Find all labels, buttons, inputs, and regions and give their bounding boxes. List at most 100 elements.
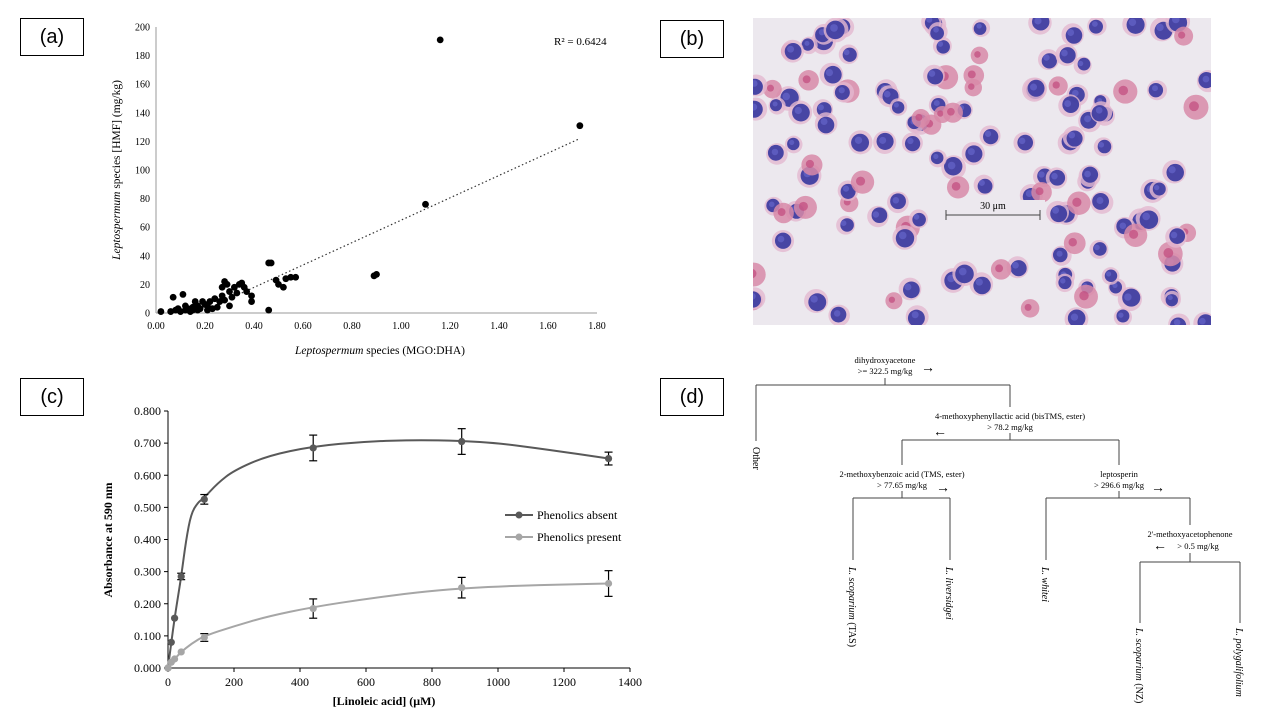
nucleus-highlight: [978, 179, 985, 186]
x-tick-label: 800: [423, 675, 441, 689]
leaf-l-liversidgei: L. liversidgei: [943, 566, 954, 620]
nucleus-highlight: [1119, 222, 1127, 229]
cell-nucleus: [1010, 260, 1027, 277]
cell-nucleus: [891, 101, 905, 114]
x-tick-label: 0.40: [245, 321, 263, 332]
arrow-left-icon: ←: [1153, 539, 1167, 554]
nucleus-highlight: [1170, 231, 1178, 239]
nucleus-highlight: [1078, 60, 1084, 67]
nucleus-highlight: [804, 40, 810, 46]
cell-granules: [967, 70, 976, 79]
cell-nucleus: [1041, 53, 1057, 69]
nucleus-highlight: [753, 103, 758, 111]
data-point: [422, 200, 429, 208]
y-tick-label: 0: [145, 309, 150, 320]
y-tick-label: 0.000: [134, 661, 161, 675]
nucleus-highlight: [1202, 75, 1210, 83]
nucleus-highlight: [1064, 100, 1072, 108]
data-point: [196, 305, 204, 313]
cell-granules: [802, 75, 811, 84]
scale-bar-background: [941, 200, 1045, 244]
cell-granules: [951, 182, 961, 191]
leaf-l-polygalifolium: L. polygalifolium: [1233, 627, 1244, 697]
data-point: [233, 289, 241, 297]
nucleus-highlight: [1030, 83, 1038, 91]
legend-item-phenolics-absent: Phenolics absent: [505, 508, 618, 522]
data-point: [231, 283, 238, 291]
data-point: [189, 306, 197, 314]
cell-granules: [995, 264, 1004, 273]
nucleus-highlight: [1025, 189, 1033, 197]
nucleus-highlight: [772, 101, 778, 107]
data-point: [221, 296, 229, 304]
series-phenolics-absent: [164, 428, 613, 672]
nucleus-highlight: [1168, 166, 1176, 174]
nucleus-highlight: [1124, 293, 1132, 301]
node5-feature: 2'-methoxyacetophenone: [1147, 529, 1232, 539]
x-tick-label: 1200: [552, 675, 576, 689]
nucleus-highlight: [789, 139, 795, 146]
arrow-right-icon: →: [936, 481, 950, 496]
data-point: [243, 288, 251, 295]
data-point: [226, 302, 233, 310]
cell-granules: [1068, 238, 1077, 247]
nucleus-highlight: [838, 87, 845, 94]
nucleus-highlight: [1018, 137, 1026, 145]
cell-granules: [1178, 31, 1186, 39]
nucleus-highlight: [933, 100, 940, 107]
x-tick-label: 1400: [618, 675, 642, 689]
y-tick-label: 0.100: [134, 629, 161, 643]
eosinophil-cell: [753, 262, 766, 287]
cell-granules: [915, 113, 923, 121]
data-point: [267, 259, 275, 267]
nucleus-highlight: [984, 130, 992, 137]
cell-granules: [1189, 101, 1199, 112]
x-tick-label: 200: [225, 675, 243, 689]
y-tick-label: 180: [135, 51, 150, 62]
data-point: [200, 495, 208, 503]
tree-edges: [755, 378, 1241, 623]
nucleus-highlight: [769, 201, 775, 208]
nucleus-highlight: [820, 118, 828, 125]
nucleus-highlight: [1167, 295, 1173, 301]
cell-granules: [1035, 187, 1044, 196]
x-tick-label: 1.60: [539, 321, 557, 332]
x-tick-label: 1000: [486, 675, 510, 689]
nucleus-highlight: [911, 311, 919, 319]
nucleus-highlight: [937, 41, 944, 47]
nucleus-highlight: [928, 70, 936, 77]
nucleus-highlight: [818, 29, 826, 36]
nucleus-highlight: [1152, 85, 1158, 92]
cell-granules: [798, 201, 808, 211]
x-tick-label: 1.00: [392, 321, 410, 332]
cell-nucleus: [1050, 205, 1068, 223]
y-tick-label: 0.600: [134, 468, 161, 482]
nucleus-highlight: [1034, 18, 1042, 25]
leaf-l-scoparium-nz: L. scoparium (NZ): [1133, 627, 1144, 703]
nucleus-highlight: [1060, 278, 1066, 284]
leaf-l-scoparium-tas: L. scoparium (TAS): [846, 566, 857, 647]
cell-nucleus: [1066, 130, 1083, 147]
data-point: [309, 444, 317, 452]
arrow-right-icon: →: [1151, 481, 1165, 496]
nucleus-highlight: [893, 102, 899, 108]
cell-nucleus: [1166, 163, 1184, 182]
nucleus-highlight: [1095, 106, 1103, 114]
data-point: [164, 664, 172, 672]
nucleus-highlight: [904, 283, 912, 291]
data-point: [169, 293, 177, 301]
cell-nucleus: [902, 281, 920, 299]
legend-item-phenolics-present: Phenolics present: [505, 530, 622, 544]
data-point: [226, 288, 233, 295]
node4-threshold: > 296.6 mg/kg: [1094, 480, 1145, 490]
nucleus-highlight: [810, 295, 818, 303]
nucleus-highlight: [1084, 170, 1091, 178]
cell-granules: [968, 83, 975, 90]
data-point: [373, 270, 380, 278]
tree-node-4-methoxyphenyllactic: 4-methoxyphenyllactic acid (bisTMS, este…: [933, 411, 1085, 440]
cell-granules: [777, 208, 786, 216]
data-point: [604, 454, 613, 463]
y-tick-label: 0.700: [134, 436, 161, 450]
nucleus-highlight: [892, 197, 900, 204]
node4-feature: leptosperin: [1100, 469, 1139, 479]
